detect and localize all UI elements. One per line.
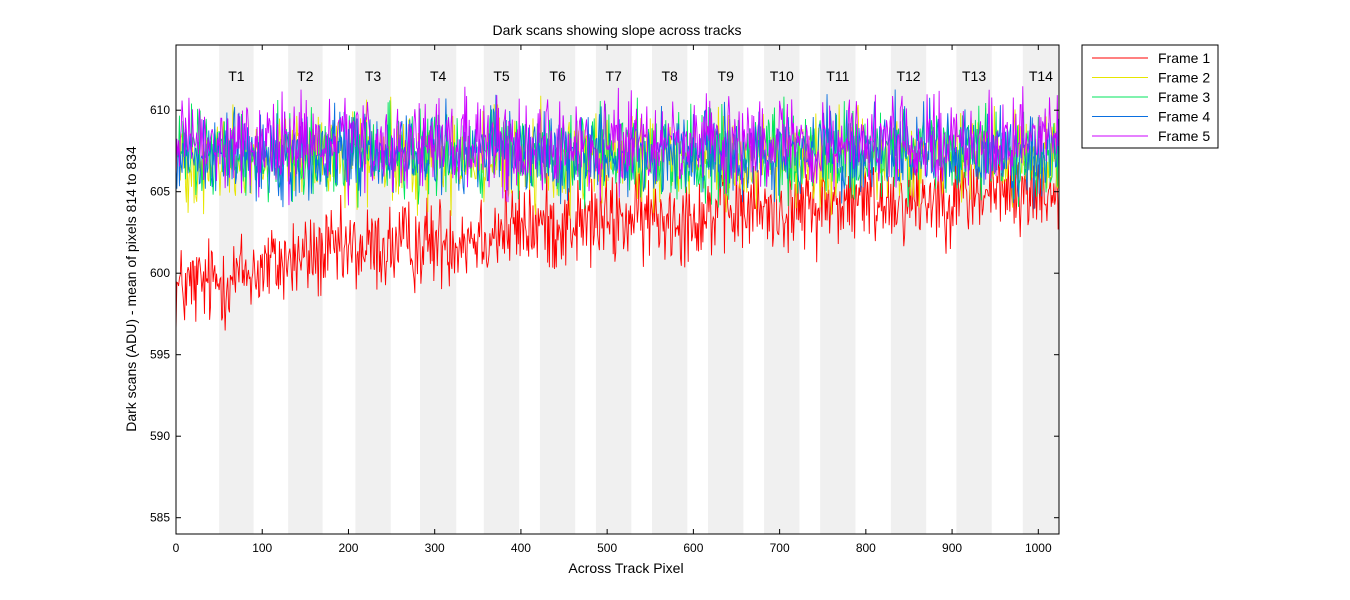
series-layer — [176, 86, 1059, 331]
x-axis-label: Across Track Pixel — [568, 560, 683, 576]
x-tick-label: 500 — [597, 541, 617, 555]
track-band-t13 — [956, 45, 992, 534]
track-band-t11 — [820, 45, 856, 534]
series-line-frame-5 — [176, 86, 1059, 206]
legend-label-frame-2: Frame 2 — [1158, 70, 1210, 86]
x-tick-label: 1000 — [1025, 541, 1052, 555]
y-axis-ticks: 585 590 595 600 605 610 — [150, 103, 1059, 525]
track-label-t13: T13 — [962, 68, 986, 84]
track-band-t5 — [483, 45, 520, 534]
x-tick-label: 0 — [173, 541, 180, 555]
y-tick-label: 595 — [150, 348, 170, 362]
y-tick-label: 585 — [150, 511, 170, 525]
track-label-t8: T8 — [661, 68, 678, 84]
series-line-frame-4 — [176, 89, 1059, 210]
track-band-t9 — [708, 45, 744, 534]
legend-label-frame-5: Frame 5 — [1158, 128, 1210, 144]
legend-label-frame-4: Frame 4 — [1158, 109, 1210, 125]
track-band-t6 — [539, 45, 576, 534]
legend: Frame 1 Frame 2 Frame 3 Frame 4 Frame 5 — [1081, 44, 1219, 149]
track-label-t11: T11 — [826, 68, 849, 84]
track-label-t4: T4 — [430, 68, 447, 84]
track-label-t7: T7 — [605, 68, 622, 84]
y-tick-label: 605 — [150, 185, 170, 199]
track-label-t2: T2 — [297, 68, 314, 84]
x-tick-label: 300 — [425, 541, 445, 555]
legend-label-frame-1: Frame 1 — [1158, 50, 1210, 66]
track-band-t12 — [890, 45, 927, 534]
y-tick-label: 610 — [150, 103, 170, 117]
track-label-t12: T12 — [896, 68, 920, 84]
track-band-t8 — [651, 45, 688, 534]
track-band-t2 — [288, 45, 323, 534]
track-label-t1: T1 — [228, 68, 245, 84]
x-tick-label: 400 — [511, 541, 531, 555]
x-tick-label: 600 — [683, 541, 703, 555]
track-label-t10: T10 — [770, 68, 794, 84]
x-tick-label: 700 — [770, 541, 790, 555]
x-tick-label: 200 — [338, 541, 358, 555]
x-axis-ticks: 0 100 200 300 400 500 600 700 800 900 1000 — [173, 45, 1052, 555]
series-line-frame-1 — [176, 140, 1059, 331]
chart-title: Dark scans showing slope across tracks — [493, 22, 742, 38]
y-tick-label: 590 — [150, 429, 170, 443]
plot-frame — [175, 44, 1060, 535]
x-tick-label: 900 — [942, 541, 962, 555]
y-axis-label: Dark scans (ADU) - mean of pixels 814 to… — [123, 146, 139, 432]
legend-label-frame-3: Frame 3 — [1158, 89, 1210, 105]
legend-entries: Frame 1 Frame 2 Frame 3 Frame 4 Frame 5 — [1092, 50, 1210, 144]
track-label-t5: T5 — [493, 68, 510, 84]
track-band-t1 — [219, 45, 254, 534]
track-label-t6: T6 — [549, 68, 566, 84]
y-tick-label: 600 — [150, 266, 170, 280]
track-labels: T1 T2 T3 T4 T5 T6 T7 T8 T9 T10 T11 T12 T13 T14 — [228, 68, 1053, 84]
x-tick-label: 100 — [252, 541, 272, 555]
x-tick-label: 800 — [856, 541, 876, 555]
track-label-t3: T3 — [365, 68, 382, 84]
track-label-t14: T14 — [1029, 68, 1053, 84]
track-label-t9: T9 — [718, 68, 735, 84]
